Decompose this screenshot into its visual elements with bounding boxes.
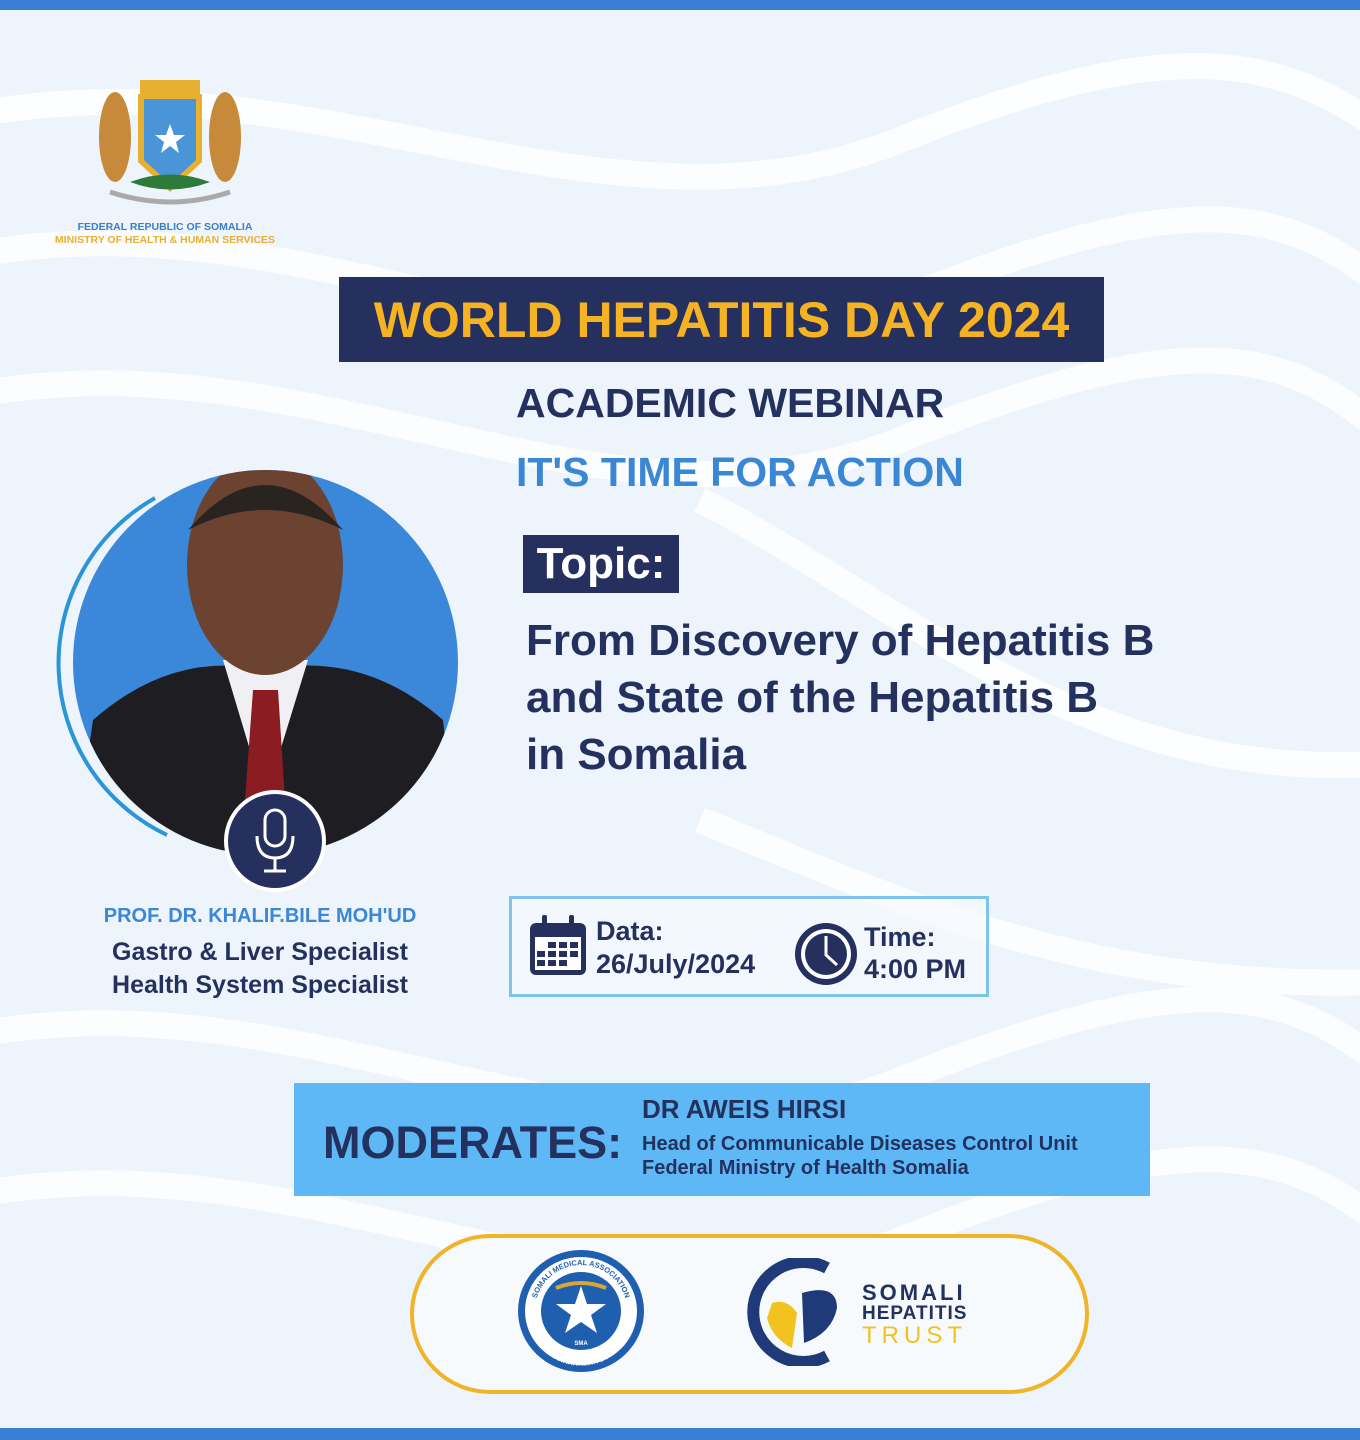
speaker-roles: Gastro & Liver Specialist Health System … xyxy=(60,936,460,1002)
moderator-name: DR AWEIS HIRSI xyxy=(642,1094,847,1124)
sht-name-line3: TRUST xyxy=(862,1322,967,1349)
top-border xyxy=(0,0,1360,10)
event-slogan: IT'S TIME FOR ACTION xyxy=(516,449,964,495)
bottom-border xyxy=(0,1428,1360,1440)
sma-abbreviation: SMA xyxy=(574,1341,588,1347)
somalia-coat-of-arms-logo xyxy=(99,80,241,205)
schedule-box: Data: 26/July/2024 Time: 4:00 PM xyxy=(509,896,989,997)
topic-line: and State of the Hepatitis B xyxy=(526,673,1099,722)
sht-name-line1: SOMALI xyxy=(862,1280,966,1305)
event-subtitle: ACADEMIC WEBINAR xyxy=(516,380,945,426)
moderator-banner xyxy=(294,1083,1150,1196)
calendar-icon xyxy=(530,915,586,975)
topic-label: Topic: xyxy=(523,535,679,593)
speaker-name: PROF. DR. KHALIF.BILE MOH'UD xyxy=(103,905,417,927)
topic-text: From Discovery of Hepatitis B and State … xyxy=(526,612,1246,783)
crest-caption-line1: FEDERAL REPUBLIC OF SOMALIA xyxy=(77,221,253,233)
sht-name-line2: HEPATITIS xyxy=(862,1303,968,1324)
topic-line: From Discovery of Hepatitis B xyxy=(526,616,1155,665)
moderator-label: MODERATES: xyxy=(323,1117,623,1168)
decorative-arc xyxy=(56,496,168,837)
speaker-role: Gastro & Liver Specialist xyxy=(112,938,408,966)
topic-line: in Somalia xyxy=(526,730,747,779)
time-value: 4:00 PM xyxy=(864,954,967,984)
moderator-roles: Head of Communicable Diseases Control Un… xyxy=(642,1132,1078,1180)
date-value: 26/July/2024 xyxy=(596,949,756,979)
somali-medical-association-logo: SOMALI MEDICAL ASSOCIATION URURKA DHAKHA… xyxy=(518,1250,644,1372)
somali-hepatitis-trust-logo xyxy=(747,1258,837,1366)
clock-icon xyxy=(795,923,857,985)
speaker-role: Health System Specialist xyxy=(112,971,408,999)
crest-caption-line2: MINISTRY OF HEALTH & HUMAN SERVICES xyxy=(54,234,276,246)
moderator-role: Head of Communicable Diseases Control Un… xyxy=(642,1133,1078,1155)
microphone-icon xyxy=(224,790,326,892)
moderator-role: Federal Ministry of Health Somalia xyxy=(642,1157,969,1179)
date-label: Data: xyxy=(596,916,664,946)
time-label: Time: xyxy=(864,922,936,952)
event-title: WORLD HEPATITIS DAY 2024 xyxy=(339,277,1104,362)
